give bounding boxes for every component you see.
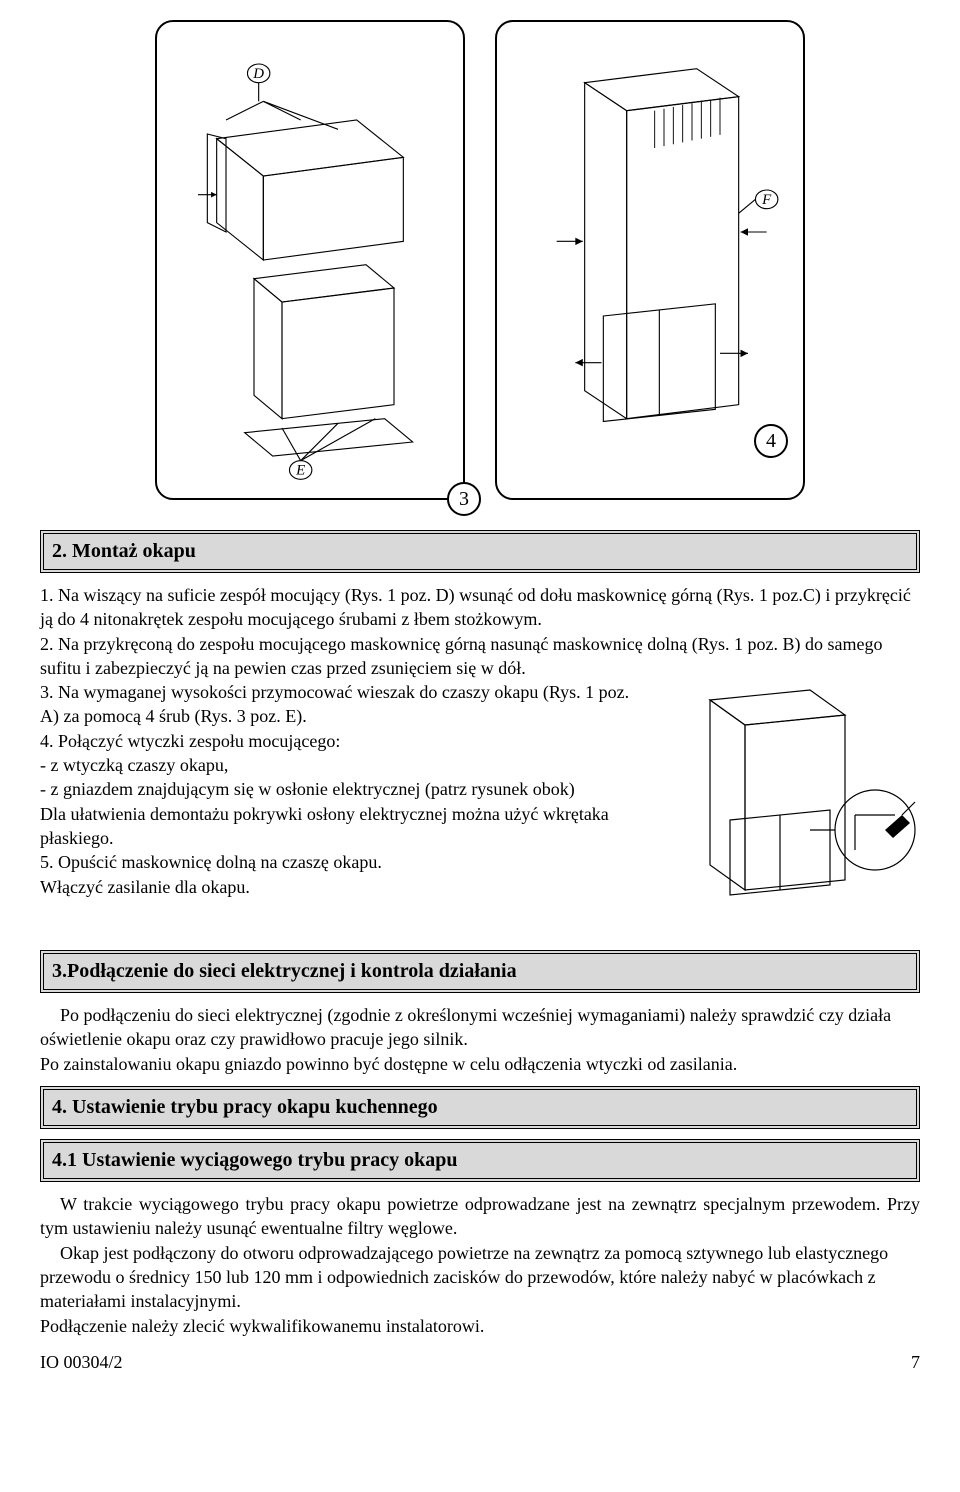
doc-code: IO 00304/2 — [40, 1350, 123, 1374]
page-footer: IO 00304/2 7 — [40, 1350, 920, 1374]
section-3-body: Po podłączeniu do sieci elektrycznej (zg… — [40, 1003, 920, 1076]
sec41-p2: Okap jest podłączony do otworu odprowadz… — [40, 1241, 920, 1314]
detail-drawing — [660, 680, 920, 930]
figure-3-frame: D E — [155, 20, 465, 500]
svg-text:D: D — [252, 66, 264, 82]
figure-3-number: 3 — [447, 482, 481, 516]
sec41-p1: W trakcie wyciągowego trybu pracy okapu … — [40, 1192, 920, 1241]
section-2-body: 1. Na wiszący na suficie zespół mocujący… — [40, 583, 920, 940]
section-3-header: 3.Podłączenie do sieci elektrycznej i ko… — [40, 950, 920, 993]
sec2-step-2: 2. Na przykręconą do zespołu mocującego … — [40, 632, 920, 681]
svg-text:F: F — [761, 192, 772, 208]
section-4-1-body: W trakcie wyciągowego trybu pracy okapu … — [40, 1192, 920, 1338]
sec41-p3: Podłączenie należy zlecić wykwalifikowan… — [40, 1314, 920, 1338]
figure-3-drawing: D E — [170, 40, 450, 480]
figures-row: D E — [40, 20, 920, 500]
figure-4-number: 4 — [754, 424, 788, 458]
section-4-1-header: 4.1 Ustawienie wyciągowego trybu pracy o… — [40, 1139, 920, 1182]
sec3-p2: Po zainstalowaniu okapu gniazdo powinno … — [40, 1052, 920, 1076]
figure-4-drawing: F — [510, 40, 790, 480]
section-4-header: 4. Ustawienie trybu pracy okapu kuchenne… — [40, 1086, 920, 1129]
sec2-step-1: 1. Na wiszący na suficie zespół mocujący… — [40, 583, 920, 632]
figure-4-frame: F 4 — [495, 20, 805, 500]
svg-text:E: E — [295, 463, 305, 479]
section-2-header: 2. Montaż okapu — [40, 530, 920, 573]
page-number: 7 — [911, 1350, 920, 1374]
sec3-p1: Po podłączeniu do sieci elektrycznej (zg… — [40, 1003, 920, 1052]
